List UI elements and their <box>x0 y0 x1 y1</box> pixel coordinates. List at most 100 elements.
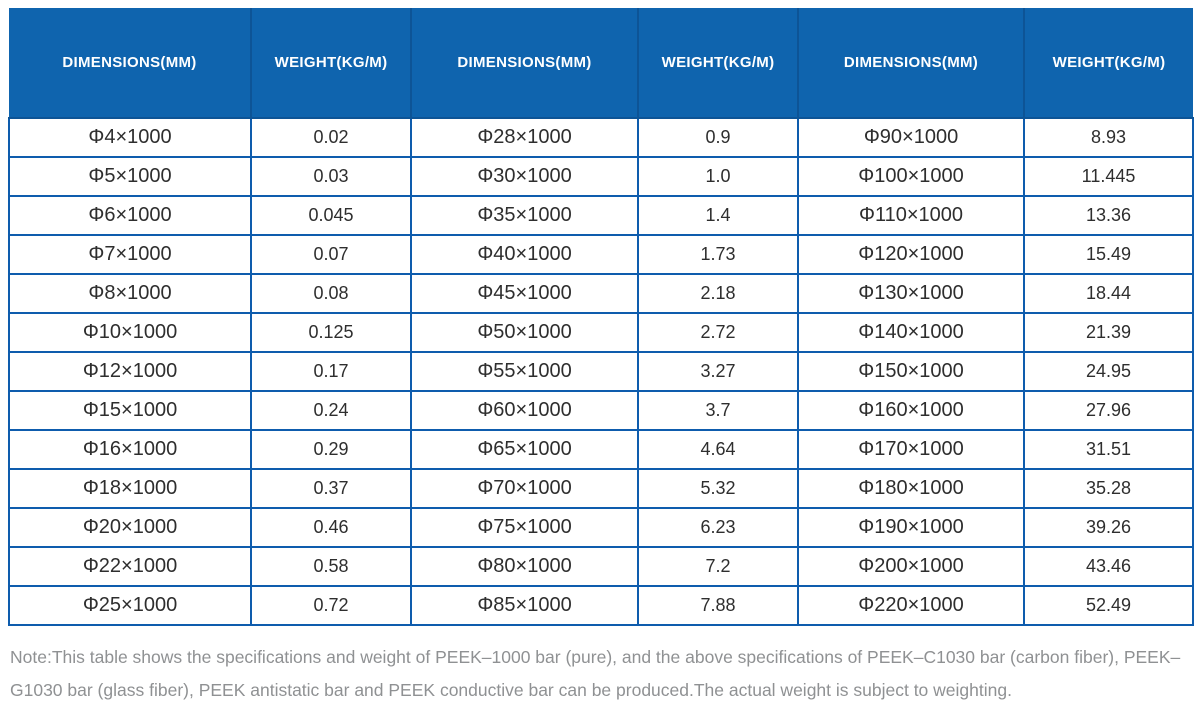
table-row: Φ20×1000 0.46 Φ75×1000 6.23 Φ190×1000 39.26 <box>8 507 1194 548</box>
weight-cell: 0.07 <box>250 234 412 275</box>
header-weight-1: WEIGHT(KG/M) <box>250 8 412 119</box>
dimension-cell: Φ160×1000 <box>797 390 1025 431</box>
weight-cell: 0.58 <box>250 546 412 587</box>
dimension-cell: Φ180×1000 <box>797 468 1025 509</box>
dimension-cell: Φ20×1000 <box>8 507 252 548</box>
dimension-cell: Φ4×1000 <box>8 117 252 158</box>
weight-cell: 0.08 <box>250 273 412 314</box>
weight-cell: 31.51 <box>1023 429 1194 470</box>
dimension-cell: Φ120×1000 <box>797 234 1025 275</box>
weight-cell: 0.72 <box>250 585 412 626</box>
dimension-cell: Φ30×1000 <box>410 156 639 197</box>
weight-cell: 24.95 <box>1023 351 1194 392</box>
dimension-cell: Φ6×1000 <box>8 195 252 236</box>
weight-cell: 11.445 <box>1023 156 1194 197</box>
table-note: Note:This table shows the specifications… <box>10 647 1181 700</box>
dimension-cell: Φ28×1000 <box>410 117 639 158</box>
table-row: Φ12×1000 0.17 Φ55×1000 3.27 Φ150×1000 24.95 <box>8 351 1194 392</box>
dimension-cell: Φ15×1000 <box>8 390 252 431</box>
weight-cell: 52.49 <box>1023 585 1194 626</box>
weight-cell: 1.4 <box>637 195 799 236</box>
dimension-cell: Φ35×1000 <box>410 195 639 236</box>
dimension-cell: Φ40×1000 <box>410 234 639 275</box>
weight-cell: 0.46 <box>250 507 412 548</box>
dimension-cell: Φ8×1000 <box>8 273 252 314</box>
weight-cell: 3.7 <box>637 390 799 431</box>
dimension-cell: Φ22×1000 <box>8 546 252 587</box>
dimension-cell: Φ100×1000 <box>797 156 1025 197</box>
table-row: Φ8×1000 0.08 Φ45×1000 2.18 Φ130×1000 18.44 <box>8 273 1194 314</box>
dimension-cell: Φ65×1000 <box>410 429 639 470</box>
weight-cell: 18.44 <box>1023 273 1194 314</box>
table-row: Φ18×1000 0.37 Φ70×1000 5.32 Φ180×1000 35.28 <box>8 468 1194 509</box>
dimension-cell: Φ18×1000 <box>8 468 252 509</box>
weight-cell: 43.46 <box>1023 546 1194 587</box>
table-row: Φ22×1000 0.58 Φ80×1000 7.2 Φ200×1000 43.46 <box>8 546 1194 587</box>
header-weight-2: WEIGHT(KG/M) <box>637 8 799 119</box>
weight-cell: 0.02 <box>250 117 412 158</box>
dimension-cell: Φ190×1000 <box>797 507 1025 548</box>
dimension-cell: Φ80×1000 <box>410 546 639 587</box>
weight-cell: 7.88 <box>637 585 799 626</box>
weight-cell: 0.9 <box>637 117 799 158</box>
dimension-cell: Φ10×1000 <box>8 312 252 353</box>
weight-cell: 8.93 <box>1023 117 1194 158</box>
weight-cell: 2.72 <box>637 312 799 353</box>
dimension-cell: Φ45×1000 <box>410 273 639 314</box>
weight-cell: 6.23 <box>637 507 799 548</box>
dimension-cell: Φ200×1000 <box>797 546 1025 587</box>
weight-cell: 1.73 <box>637 234 799 275</box>
weight-cell: 4.64 <box>637 429 799 470</box>
weight-cell: 39.26 <box>1023 507 1194 548</box>
header-dimensions-1: DIMENSIONS(MM) <box>9 8 252 119</box>
weight-cell: 1.0 <box>637 156 799 197</box>
table-row: Φ4×1000 0.02 Φ28×1000 0.9 Φ90×1000 8.93 <box>8 117 1194 158</box>
header-dimensions-2: DIMENSIONS(MM) <box>410 8 639 119</box>
table-row: Φ16×1000 0.29 Φ65×1000 4.64 Φ170×1000 31.51 <box>8 429 1194 470</box>
table-row: Φ25×1000 0.72 Φ85×1000 7.88 Φ220×1000 52.49 <box>8 585 1194 626</box>
weight-cell: 0.03 <box>250 156 412 197</box>
table-row: Φ15×1000 0.24 Φ60×1000 3.7 Φ160×1000 27.96 <box>8 390 1194 431</box>
dimension-cell: Φ50×1000 <box>410 312 639 353</box>
dimension-cell: Φ220×1000 <box>797 585 1025 626</box>
dimension-cell: Φ16×1000 <box>8 429 252 470</box>
dimension-cell: Φ25×1000 <box>8 585 252 626</box>
dimension-cell: Φ5×1000 <box>8 156 252 197</box>
weight-cell: 7.2 <box>637 546 799 587</box>
dimension-cell: Φ110×1000 <box>797 195 1025 236</box>
weight-cell: 0.29 <box>250 429 412 470</box>
header-weight-3: WEIGHT(KG/M) <box>1023 8 1193 119</box>
weight-cell: 0.125 <box>250 312 412 353</box>
weight-cell: 21.39 <box>1023 312 1194 353</box>
weight-cell: 2.18 <box>637 273 799 314</box>
dimension-cell: Φ70×1000 <box>410 468 639 509</box>
dimension-cell: Φ130×1000 <box>797 273 1025 314</box>
dimension-cell: Φ90×1000 <box>797 117 1025 158</box>
dimension-cell: Φ60×1000 <box>410 390 639 431</box>
weight-cell: 0.37 <box>250 468 412 509</box>
dimension-cell: Φ85×1000 <box>410 585 639 626</box>
weight-cell: 3.27 <box>637 351 799 392</box>
table-body: Φ4×1000 0.02 Φ28×1000 0.9 Φ90×1000 8.93 Φ5×100… <box>8 117 1194 626</box>
table-row: Φ7×1000 0.07 Φ40×1000 1.73 Φ120×1000 15.49 <box>8 234 1194 275</box>
dimension-cell: Φ140×1000 <box>797 312 1025 353</box>
dimension-cell: Φ150×1000 <box>797 351 1025 392</box>
weight-cell: 0.17 <box>250 351 412 392</box>
table-row: Φ5×1000 0.03 Φ30×1000 1.0 Φ100×1000 11.445 <box>8 156 1194 197</box>
dimension-cell: Φ55×1000 <box>410 351 639 392</box>
peek-bar-spec-table: DIMENSIONS(MM) WEIGHT(KG/M) DIMENSIONS(M… <box>8 8 1194 626</box>
dimension-cell: Φ7×1000 <box>8 234 252 275</box>
table-row: Φ10×1000 0.125 Φ50×1000 2.72 Φ140×1000 21.39 <box>8 312 1194 353</box>
dimension-cell: Φ75×1000 <box>410 507 639 548</box>
table-header-row: DIMENSIONS(MM) WEIGHT(KG/M) DIMENSIONS(M… <box>9 8 1193 119</box>
weight-cell: 5.32 <box>637 468 799 509</box>
dimension-cell: Φ170×1000 <box>797 429 1025 470</box>
weight-cell: 15.49 <box>1023 234 1194 275</box>
weight-cell: 13.36 <box>1023 195 1194 236</box>
weight-cell: 35.28 <box>1023 468 1194 509</box>
dimension-cell: Φ12×1000 <box>8 351 252 392</box>
weight-cell: 27.96 <box>1023 390 1194 431</box>
weight-cell: 0.24 <box>250 390 412 431</box>
weight-cell: 0.045 <box>250 195 412 236</box>
